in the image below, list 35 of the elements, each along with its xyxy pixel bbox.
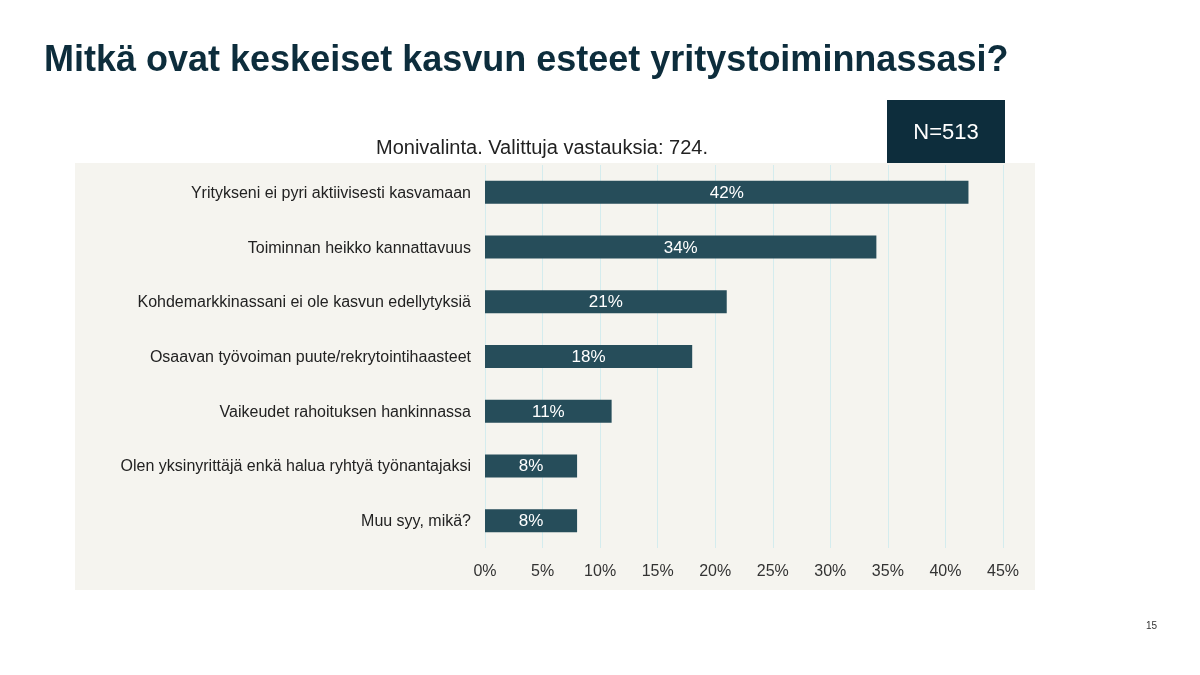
data-label: 11% (531, 401, 565, 421)
x-tick-label: 0% (473, 561, 497, 579)
y-tick-label: Muu syy, mikä? (361, 512, 472, 530)
bar (485, 399, 612, 423)
x-tick-label: 45% (986, 561, 1020, 579)
data-label: 34% (663, 237, 698, 257)
data-label: 42% (709, 182, 744, 202)
text: 15 (1146, 620, 1158, 631)
bar (485, 454, 578, 478)
x-tick-label: 35% (871, 561, 904, 579)
x-tick-label: 5% (530, 561, 555, 579)
x-tick-label: 10% (584, 561, 617, 579)
y-tick-label: Toiminnan heikko kannattavuus (247, 238, 471, 256)
y-tick-label: Yritykseni ei pyri aktiivisesti kasvamaan (190, 183, 471, 201)
chart-title: Mitkä ovat keskeiset kasvun esteet yritystoiminnassasi? (44, 38, 1009, 80)
text: N=513 (887, 100, 1005, 163)
bar (485, 290, 727, 314)
y-tick-label: Vaikeudet rahoituksen hankinnassa (219, 402, 472, 420)
x-tick-label: 30% (814, 561, 847, 579)
data-label: 8% (518, 511, 544, 531)
x-tick-label: 25% (756, 561, 789, 579)
y-tick-label: Olen yksinyrittäjä enkä halua ryhtyä työnantajaksi (120, 457, 471, 475)
bar (485, 180, 969, 204)
bar (485, 235, 877, 259)
y-tick-label: Kohdemarkkinassani ei ole kasvun edellytyksiä (137, 293, 472, 311)
data-label: 21% (588, 292, 623, 312)
x-tick-label: 20% (699, 561, 732, 579)
x-tick-label: 40% (929, 561, 962, 579)
y-tick-label: Osaavan työvoiman puute/rekrytointihaasteet (149, 348, 472, 365)
data-label: 8% (518, 456, 544, 476)
data-label: 18% (571, 347, 606, 366)
chart-subtitle: Monivalinta. Valittuja vastauksia: 724. (375, 136, 709, 158)
bar (485, 509, 578, 533)
x-tick-label: 15% (641, 561, 674, 579)
bar (485, 345, 693, 368)
